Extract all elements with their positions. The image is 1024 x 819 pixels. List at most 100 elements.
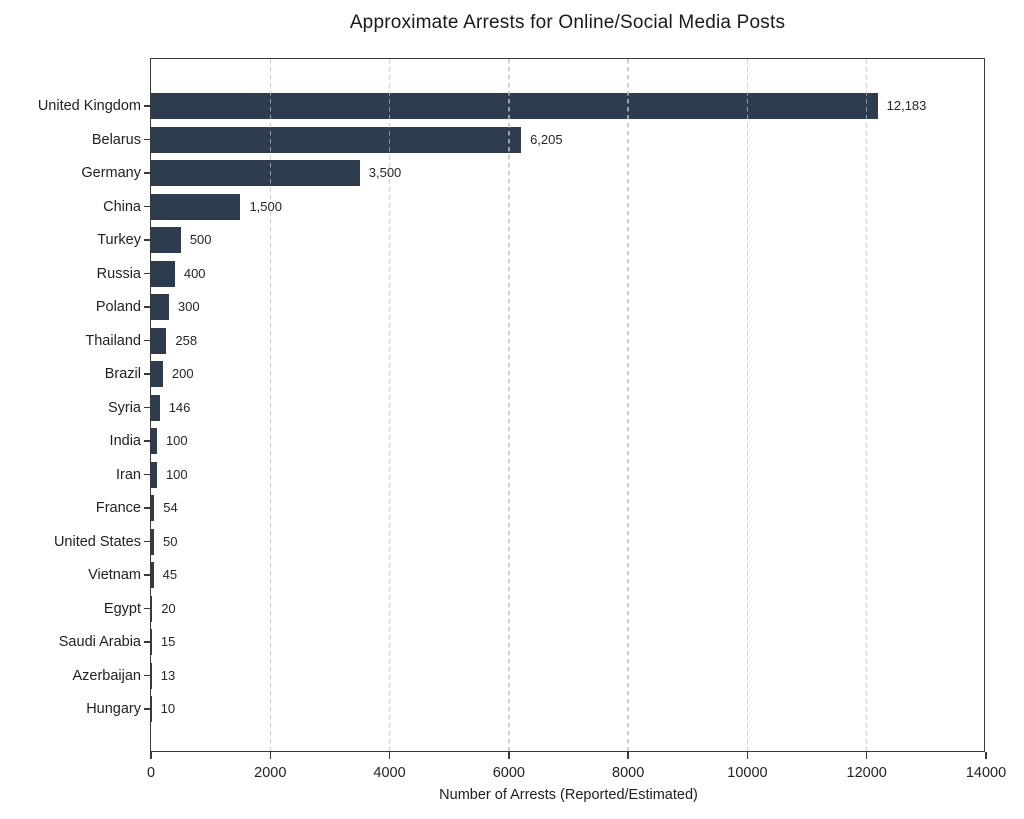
y-tick-mark — [144, 540, 150, 543]
y-axis-label: Brazil — [104, 366, 141, 382]
gridline — [627, 59, 629, 751]
bar-value-label: 100 — [165, 466, 188, 482]
y-tick-mark — [144, 105, 150, 107]
bar — [151, 126, 522, 153]
y-tick-mark — [144, 239, 150, 241]
x-tick-mark — [985, 751, 987, 759]
bar — [151, 160, 360, 186]
y-axis-label: Vietnam — [88, 567, 141, 583]
x-tick-mark — [269, 751, 272, 759]
y-tick-mark — [144, 674, 150, 677]
y-axis-label: Saudi Arabia — [58, 634, 141, 650]
x-tick-mark — [508, 751, 510, 759]
x-axis-label: Number of Arrests (Reported/Estimated) — [439, 787, 698, 803]
bar — [151, 361, 163, 387]
y-tick-mark — [144, 172, 150, 174]
y-tick-mark — [144, 306, 150, 308]
bar-value-label: 20 — [161, 600, 176, 616]
bar — [151, 93, 878, 119]
y-axis-label: China — [103, 198, 141, 215]
bar — [151, 294, 169, 320]
bar — [151, 327, 167, 354]
bar — [151, 495, 155, 521]
bar-value-label: 6,205 — [530, 131, 563, 147]
bar-value-label: 100 — [165, 433, 188, 448]
y-tick-mark — [144, 507, 150, 509]
gridline — [865, 59, 868, 751]
bar-value-label: 500 — [189, 232, 212, 247]
x-tick-mark — [627, 751, 629, 759]
bar — [151, 528, 154, 555]
x-tick-mark — [388, 751, 391, 759]
x-tick-label: 6000 — [492, 765, 525, 781]
bar-value-label: 12,183 — [886, 98, 927, 113]
y-axis-label: Syria — [107, 399, 141, 416]
x-tick-label: 12000 — [846, 765, 887, 781]
bar — [151, 562, 154, 588]
bar-value-label: 3,500 — [368, 165, 402, 180]
bar-value-label: 13 — [160, 667, 176, 683]
y-tick-mark — [144, 272, 150, 275]
y-axis-label: India — [109, 433, 141, 449]
y-tick-mark — [144, 205, 150, 208]
x-tick-label: 10000 — [727, 765, 768, 781]
y-axis-label: Thailand — [85, 332, 141, 349]
bar — [151, 696, 152, 722]
bar-value-label: 300 — [177, 299, 200, 314]
bar-value-label: 146 — [168, 399, 191, 415]
y-axis-label: Germany — [81, 165, 141, 181]
y-axis-label: Egypt — [103, 600, 141, 617]
y-axis-label: United States — [53, 533, 141, 550]
y-axis-label: Hungary — [86, 701, 141, 717]
chart-title: Approximate Arrests for Online/Social Me… — [349, 12, 786, 33]
y-axis-label: United Kingdom — [37, 98, 141, 114]
x-tick-label: 8000 — [612, 765, 645, 781]
y-axis-label: Russia — [96, 265, 141, 282]
x-tick-mark — [150, 751, 152, 759]
y-axis-label: France — [95, 500, 141, 516]
y-tick-mark — [144, 339, 150, 342]
bar-value-label: 54 — [163, 500, 178, 515]
y-axis-label: Poland — [95, 299, 141, 315]
bar-value-label: 200 — [171, 366, 194, 381]
y-axis-label: Turkey — [97, 232, 141, 248]
y-tick-mark — [144, 138, 150, 141]
bar — [151, 595, 153, 622]
bar-value-label: 50 — [162, 533, 178, 549]
bar-value-label: 1,500 — [249, 198, 282, 214]
y-tick-mark — [144, 607, 150, 610]
y-tick-mark — [144, 708, 150, 710]
y-tick-mark — [144, 641, 150, 643]
bar — [151, 394, 160, 421]
y-tick-mark — [144, 440, 150, 442]
gridline — [508, 59, 510, 751]
y-axis-label: Iran — [116, 466, 141, 483]
bar-value-label: 400 — [183, 265, 206, 281]
x-tick-label: 14000 — [965, 765, 1007, 781]
bar-value-label: 258 — [175, 332, 198, 348]
bar — [151, 193, 241, 220]
bar — [151, 662, 152, 689]
plot-area: Number of Arrests (Reported/Estimated) U… — [38, 58, 1006, 803]
gridline — [746, 59, 749, 751]
x-tick-label: 0 — [146, 765, 156, 781]
gridline — [388, 59, 391, 751]
y-tick-mark — [144, 473, 150, 476]
bar-value-label: 45 — [162, 567, 178, 582]
x-tick-mark — [746, 751, 749, 759]
gridline — [269, 59, 272, 751]
bar-value-label: 10 — [160, 701, 176, 716]
y-axis-label: Azerbaijan — [72, 667, 141, 684]
bar — [151, 227, 181, 253]
bar — [151, 260, 175, 287]
x-tick-label: 4000 — [373, 765, 406, 781]
y-tick-mark — [144, 373, 150, 375]
bar-value-label: 15 — [160, 634, 176, 649]
bar — [151, 461, 157, 488]
y-tick-mark — [144, 574, 150, 576]
bar — [151, 428, 157, 454]
y-tick-mark — [144, 406, 150, 409]
y-axis-label: Belarus — [91, 131, 141, 148]
x-tick-mark — [865, 751, 868, 759]
